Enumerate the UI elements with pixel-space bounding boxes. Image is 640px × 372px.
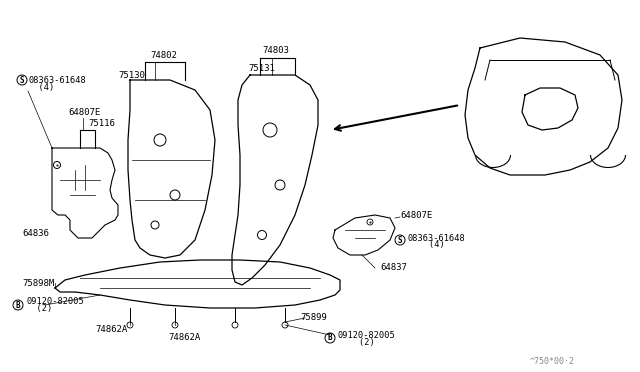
Text: (4): (4) [28, 83, 54, 92]
Text: 09120-82005: 09120-82005 [338, 330, 396, 340]
Text: B: B [16, 301, 20, 310]
Text: S: S [397, 235, 403, 244]
Text: S: S [20, 76, 24, 84]
Text: 75131: 75131 [248, 64, 275, 73]
Text: 74862A: 74862A [95, 326, 127, 334]
Text: 08363-61648: 08363-61648 [28, 76, 86, 84]
Text: (2): (2) [338, 337, 375, 346]
Text: 75130: 75130 [118, 71, 145, 80]
Text: 08363-61648: 08363-61648 [408, 234, 466, 243]
Text: ^750*00·2: ^750*00·2 [530, 357, 575, 366]
Text: 75898M: 75898M [22, 279, 54, 288]
Text: 64807E: 64807E [68, 108, 100, 116]
Text: 75899: 75899 [300, 314, 327, 323]
Text: 74803: 74803 [262, 45, 289, 55]
Text: 74862A: 74862A [168, 334, 200, 343]
Text: (2): (2) [26, 305, 52, 314]
Text: B: B [328, 334, 332, 343]
Text: 64807E: 64807E [400, 211, 432, 219]
Text: 09120-82005: 09120-82005 [26, 298, 84, 307]
Text: 74802: 74802 [150, 51, 177, 60]
Text: 64836: 64836 [22, 228, 49, 237]
Text: 64837: 64837 [380, 263, 407, 273]
Text: (4): (4) [408, 241, 445, 250]
Text: 75116: 75116 [88, 119, 115, 128]
